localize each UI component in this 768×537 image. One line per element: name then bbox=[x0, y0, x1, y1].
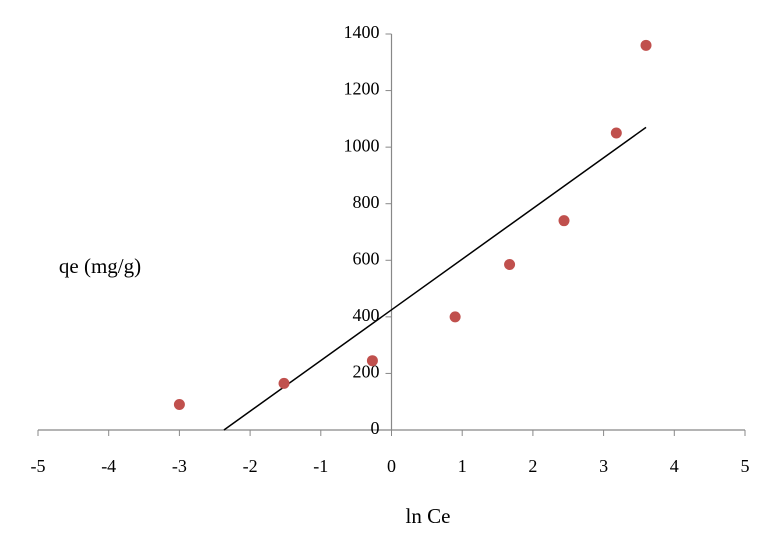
data-point bbox=[449, 311, 461, 323]
y-tick-label: 1400 bbox=[344, 22, 380, 42]
data-point bbox=[610, 127, 622, 139]
trendline bbox=[223, 126, 647, 431]
data-point bbox=[173, 399, 185, 411]
x-tick-label: -4 bbox=[101, 456, 116, 476]
x-axis-title: ln Ce bbox=[406, 504, 451, 528]
x-tick-label: 5 bbox=[741, 456, 750, 476]
y-tick-label: 600 bbox=[353, 248, 380, 268]
y-tick-label: 1200 bbox=[344, 79, 380, 99]
y-tick-label: 1000 bbox=[344, 135, 380, 155]
x-tick-label: -5 bbox=[31, 456, 46, 476]
data-point bbox=[558, 215, 570, 227]
data-point bbox=[278, 377, 290, 389]
y-tick-label: 800 bbox=[353, 192, 380, 212]
y-tick-label: 0 bbox=[371, 418, 380, 438]
data-point bbox=[640, 39, 652, 51]
x-tick-label: 3 bbox=[599, 456, 608, 476]
y-tick-label: 200 bbox=[353, 362, 380, 382]
y-tick-label: 400 bbox=[353, 305, 380, 325]
data-point bbox=[504, 259, 516, 271]
data-point bbox=[366, 355, 378, 367]
y-axis-title: qe (mg/g) bbox=[59, 254, 141, 278]
x-tick-label: 2 bbox=[528, 456, 537, 476]
x-tick-label: 0 bbox=[387, 456, 396, 476]
x-tick-label: -3 bbox=[172, 456, 187, 476]
x-tick-label: 1 bbox=[458, 456, 467, 476]
x-tick-label: 4 bbox=[670, 456, 679, 476]
x-tick-label: -1 bbox=[313, 456, 328, 476]
x-tick-label: -2 bbox=[243, 456, 258, 476]
